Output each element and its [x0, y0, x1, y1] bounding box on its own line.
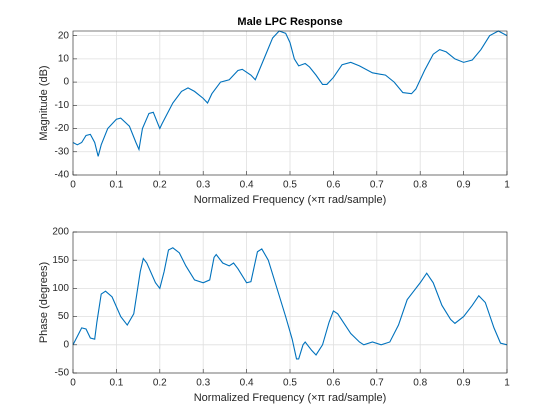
y-axis-label: Phase (degrees) [38, 262, 50, 343]
y-tick-label: -10 [55, 100, 70, 111]
x-tick-label: 1 [504, 378, 510, 389]
y-tick-label: 10 [58, 54, 70, 65]
y-tick-label: 0 [63, 339, 69, 350]
x-tick-label: 0.4 [240, 180, 254, 191]
x-tick-label: 0.6 [326, 180, 340, 191]
axes-box [72, 30, 508, 176]
x-tick-label: 0.5 [283, 180, 297, 191]
x-tick-label: 0.4 [240, 378, 254, 389]
y-tick-label: 20 [58, 30, 70, 41]
y-tick-label: 100 [52, 283, 69, 294]
x-axis-label: Normalized Frequency (×π rad/sample) [194, 194, 387, 206]
x-tick-label: 0.1 [109, 378, 123, 389]
x-tick-label: 0.2 [153, 378, 167, 389]
y-axis-label: Magnitude (dB) [38, 65, 50, 140]
line [72, 247, 508, 360]
y-tick-label: 0 [63, 77, 69, 88]
y-tick-label: 150 [52, 255, 69, 266]
x-tick-label: 1 [504, 180, 510, 191]
x-tick-label: 0.9 [457, 180, 471, 191]
x-tick-label: 0.2 [153, 180, 167, 191]
x-tick-label: 0.9 [457, 378, 471, 389]
x-tick-label: 0.5 [283, 378, 297, 389]
line [72, 30, 508, 157]
y-tick-label: 50 [58, 311, 70, 322]
x-tick-label: 0.3 [196, 378, 210, 389]
y-tick-label: -20 [55, 123, 70, 134]
x-tick-label: 0 [70, 180, 76, 191]
x-tick-label: 0.1 [109, 180, 123, 191]
x-tick-label: 0.6 [326, 378, 340, 389]
x-tick-label: 0.7 [370, 378, 384, 389]
x-tick-label: 0.8 [413, 378, 427, 389]
x-tick-label: 0.3 [196, 180, 210, 191]
chart-title: Male LPC Response [237, 16, 342, 28]
x-tick-label: 0.7 [370, 180, 384, 191]
y-tick-label: -40 [55, 170, 70, 181]
x-axis-label: Normalized Frequency (×π rad/sample) [194, 392, 387, 404]
y-tick-label: -50 [55, 368, 70, 379]
y-tick-label: 200 [52, 227, 69, 238]
y-tick-label: -30 [55, 146, 70, 157]
x-tick-label: 0 [70, 378, 76, 389]
axes-box [72, 231, 508, 374]
x-tick-label: 0.8 [413, 180, 427, 191]
